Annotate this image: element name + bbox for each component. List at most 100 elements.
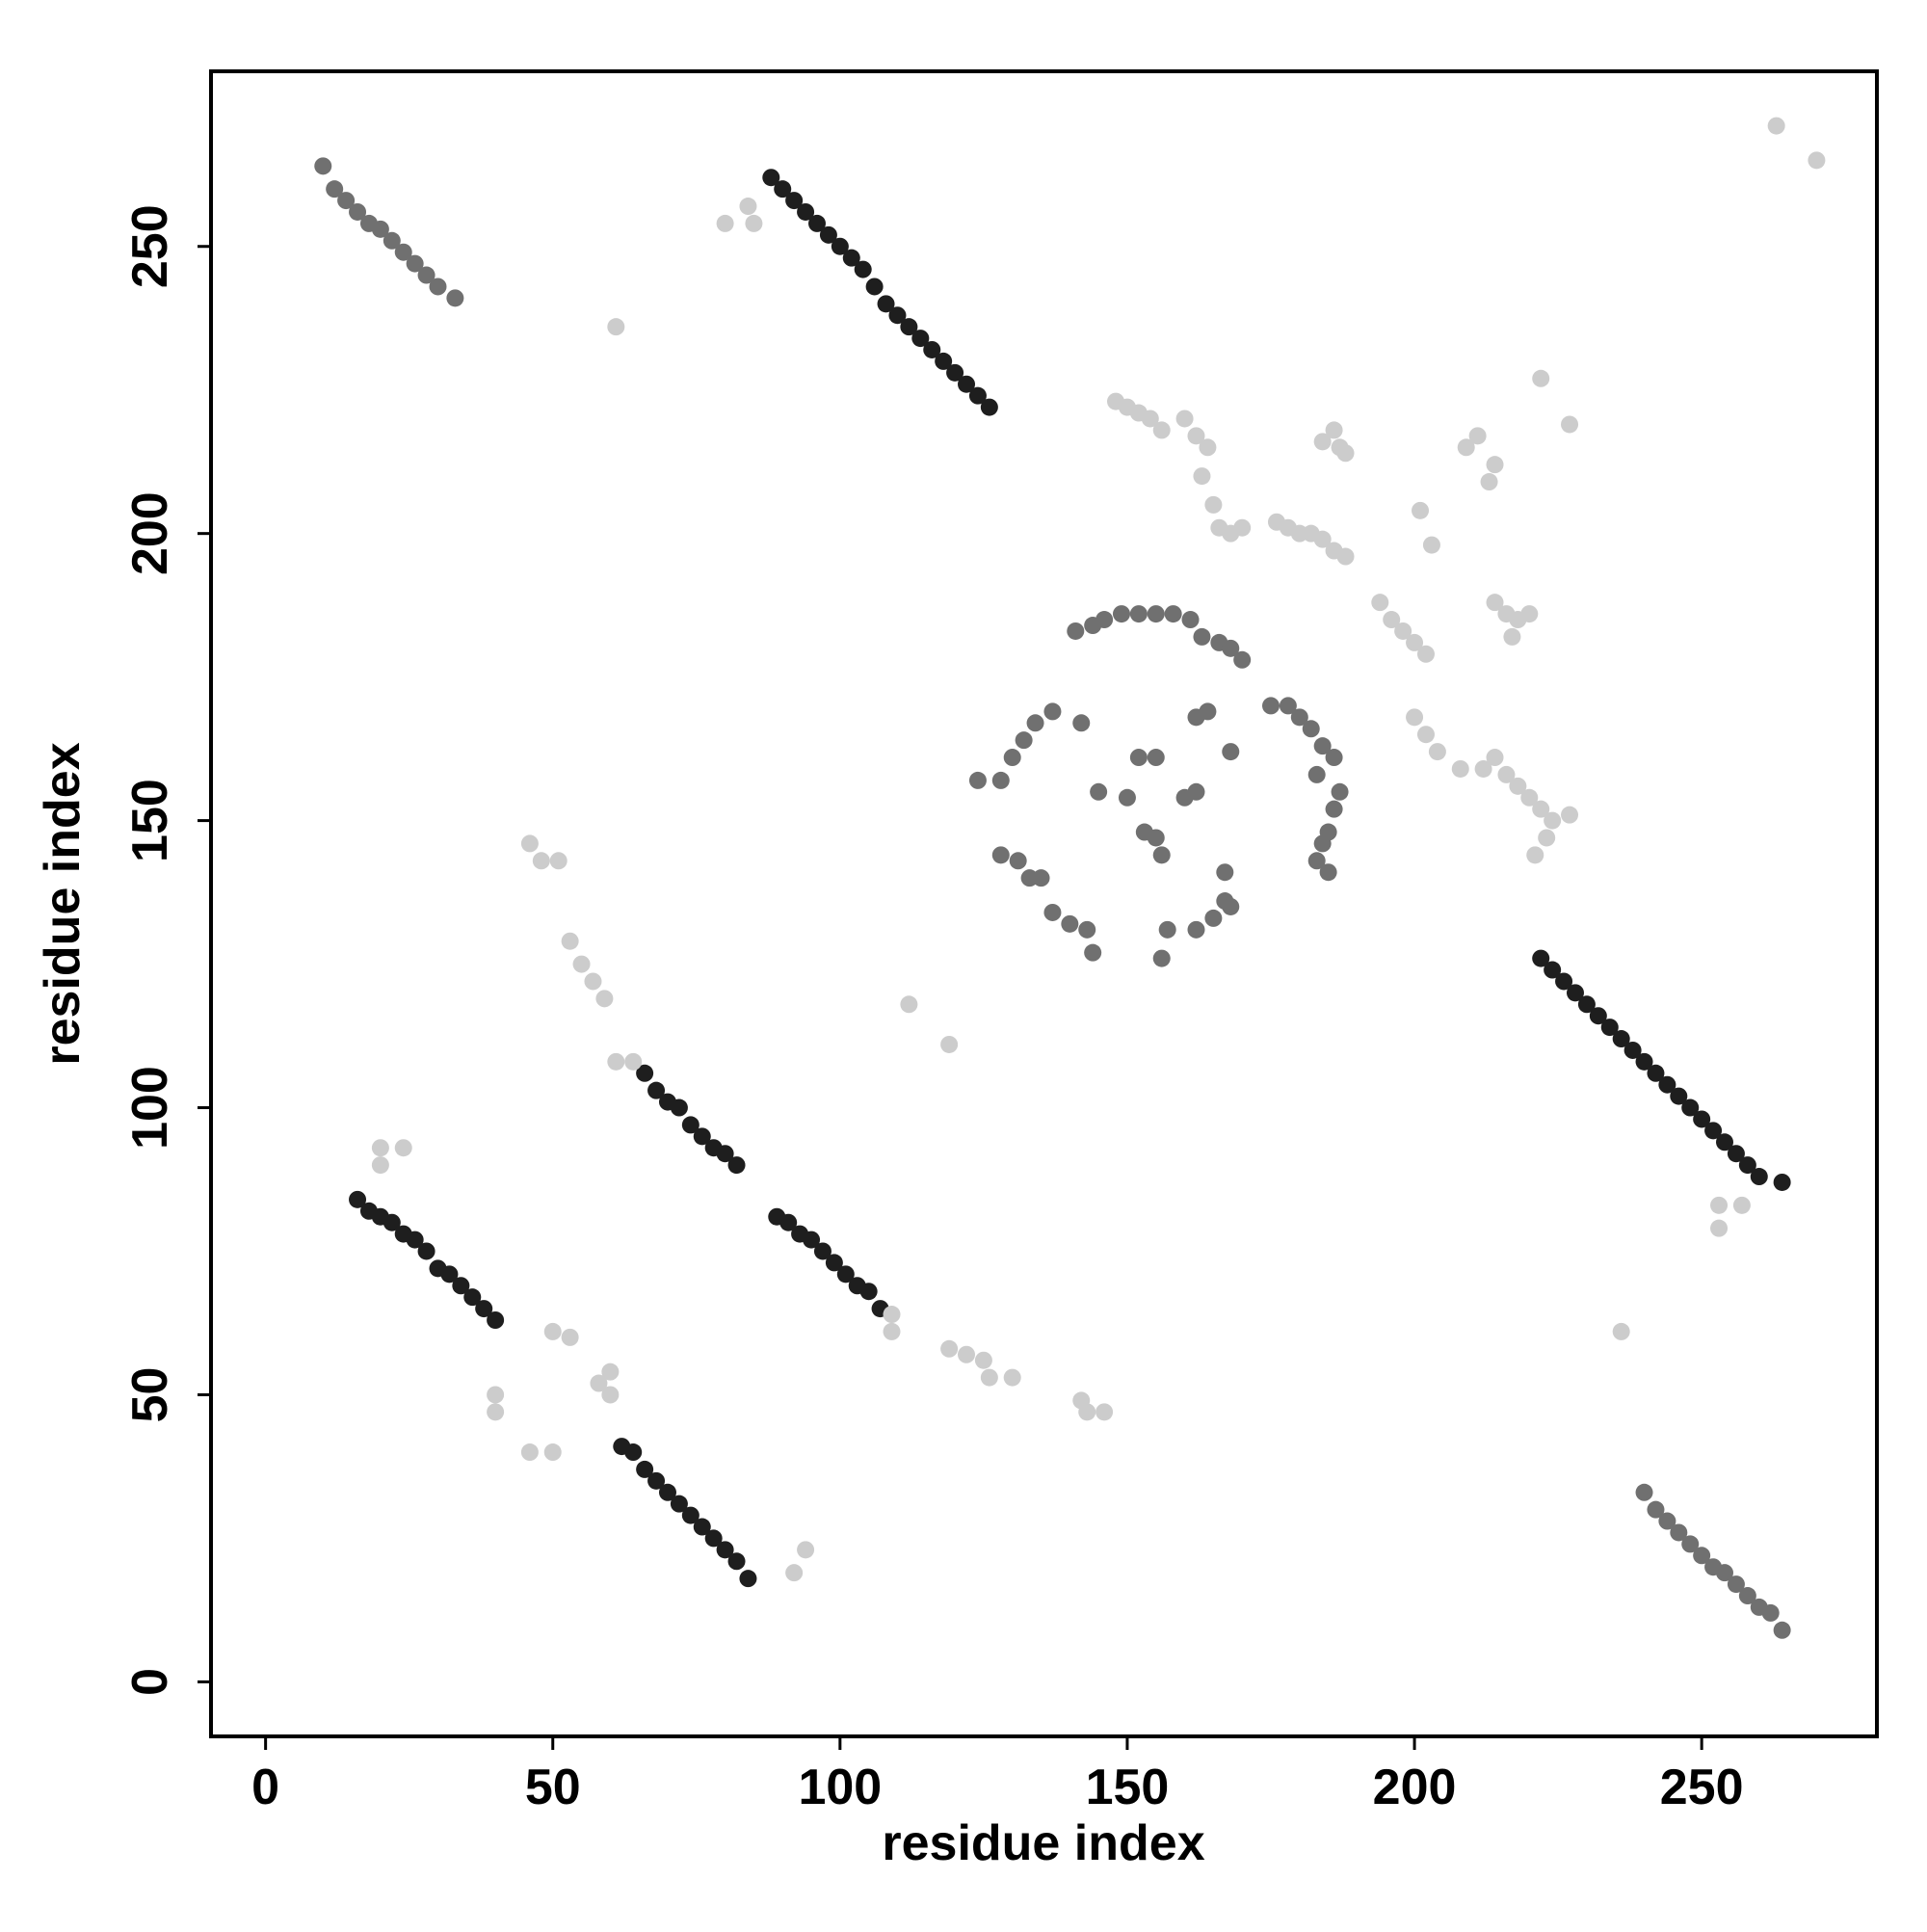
point <box>785 192 804 210</box>
point <box>1204 495 1223 514</box>
point <box>1313 737 1332 755</box>
point <box>1394 622 1412 640</box>
point <box>1216 863 1234 882</box>
point <box>803 1231 821 1249</box>
point <box>487 1403 505 1421</box>
point <box>1307 765 1326 783</box>
point <box>584 972 602 991</box>
point <box>487 1311 505 1329</box>
point <box>572 955 591 973</box>
point <box>1158 920 1176 939</box>
point <box>1095 611 1114 629</box>
point <box>739 1570 757 1588</box>
point <box>865 278 884 296</box>
point <box>1181 611 1200 629</box>
point <box>1371 594 1389 612</box>
point <box>1003 749 1021 767</box>
point <box>1336 444 1355 463</box>
point <box>940 1339 959 1358</box>
y-tick-label: 200 <box>122 491 178 575</box>
point <box>1319 863 1337 882</box>
point <box>1526 846 1544 864</box>
point <box>1773 1621 1791 1639</box>
point <box>1670 1523 1688 1542</box>
point <box>1412 501 1430 519</box>
point <box>1738 1587 1756 1605</box>
point <box>1302 720 1320 738</box>
point <box>1486 594 1504 612</box>
point <box>1313 834 1332 853</box>
point <box>1061 914 1079 933</box>
point <box>1026 714 1044 732</box>
point <box>1152 846 1171 864</box>
point <box>647 1471 666 1490</box>
point <box>349 202 367 221</box>
point <box>968 771 987 789</box>
point <box>739 198 757 216</box>
point <box>1009 852 1027 870</box>
point <box>991 771 1010 789</box>
point <box>716 1145 734 1163</box>
point <box>1561 415 1579 434</box>
point <box>1561 806 1579 824</box>
point <box>900 995 918 1014</box>
point <box>1503 627 1521 646</box>
point <box>1222 897 1240 915</box>
point <box>1084 943 1102 962</box>
point <box>1738 1156 1756 1175</box>
point <box>1716 1564 1734 1582</box>
point <box>980 398 998 416</box>
point <box>836 1265 855 1284</box>
point <box>463 1288 482 1307</box>
point <box>1532 800 1550 818</box>
point <box>406 254 424 273</box>
point <box>1199 438 1217 457</box>
point <box>1262 697 1280 715</box>
point <box>1658 1512 1676 1530</box>
point <box>1416 645 1435 663</box>
point <box>326 180 344 198</box>
point <box>1658 1075 1676 1094</box>
point <box>1067 622 1085 640</box>
point <box>923 340 941 358</box>
point <box>1600 1019 1619 1037</box>
point <box>1043 702 1062 721</box>
point <box>1635 1483 1653 1501</box>
plot-frame <box>209 69 1879 1738</box>
y-tick-label: 250 <box>122 204 178 288</box>
x-tick-label: 250 <box>1660 1760 1744 1815</box>
point <box>1204 909 1223 927</box>
point <box>624 1052 643 1071</box>
point <box>716 214 734 232</box>
point <box>716 1541 734 1559</box>
point <box>1187 782 1205 801</box>
point <box>1647 1064 1665 1082</box>
point <box>1406 708 1424 727</box>
point <box>1406 633 1424 651</box>
point <box>1233 650 1252 669</box>
point <box>1118 788 1136 807</box>
point <box>1710 1196 1729 1214</box>
point <box>394 243 412 261</box>
point <box>658 1483 676 1501</box>
point <box>406 1231 424 1249</box>
point <box>1486 456 1504 474</box>
point <box>1716 1133 1734 1151</box>
point <box>601 1363 620 1381</box>
x-axis-label: residue index <box>882 1815 1204 1871</box>
point <box>1732 1196 1751 1214</box>
point <box>314 157 332 175</box>
point <box>1222 743 1240 761</box>
point <box>1566 984 1584 1002</box>
y-axis-label: residue index <box>35 742 91 1065</box>
point <box>859 1283 878 1301</box>
point <box>911 330 930 348</box>
point <box>1199 702 1217 721</box>
point <box>900 318 918 336</box>
point <box>883 1306 901 1324</box>
point <box>590 1374 608 1392</box>
point <box>1808 151 1826 170</box>
point <box>1193 627 1211 646</box>
point <box>1767 117 1785 135</box>
point <box>693 1127 711 1146</box>
